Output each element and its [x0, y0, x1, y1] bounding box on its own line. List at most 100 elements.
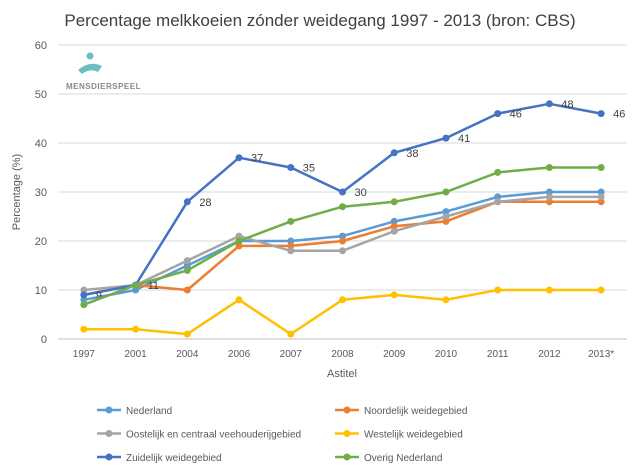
- x-tick-label: 2006: [228, 349, 251, 360]
- data-point: [80, 286, 88, 294]
- data-point: [494, 110, 502, 118]
- data-point: [287, 164, 295, 171]
- data-point: [390, 149, 398, 157]
- data-point: [183, 266, 191, 274]
- data-point: [545, 286, 553, 294]
- legend: Nederland Noordelijk weidegebied Oostelijk…: [97, 406, 467, 464]
- data-point: [235, 296, 243, 304]
- data-point: [339, 247, 346, 255]
- series-oostelijk-en-centraal-veehouderijgebied: [80, 193, 605, 294]
- data-label: 9: [96, 290, 102, 302]
- data-point: [442, 188, 450, 196]
- legend-marker: [343, 430, 351, 437]
- y-tick-label: 40: [35, 138, 47, 150]
- x-tick-label: 2009: [383, 349, 406, 360]
- data-point: [287, 330, 295, 338]
- data-point: [545, 188, 553, 196]
- data-point: [597, 198, 605, 206]
- chart-title: Percentage melkkoeien zónder weidegang 1…: [64, 11, 575, 30]
- data-point: [80, 325, 88, 333]
- x-tick-label: 2012: [538, 349, 561, 360]
- data-label: 48: [561, 99, 573, 111]
- series-westelijk-weidegebied: [80, 286, 605, 338]
- data-label: 46: [613, 109, 625, 121]
- legend-marker: [105, 453, 113, 461]
- legend-label: Oostelijk en centraal veehouderijgebied: [126, 430, 301, 441]
- logo-figure-icon: [86, 52, 94, 60]
- data-point: [494, 286, 502, 294]
- y-tick-label: 20: [35, 236, 47, 248]
- legend-label: Westelijk weidegebied: [364, 430, 463, 441]
- y-tick-label: 10: [35, 285, 47, 297]
- data-label: 35: [303, 163, 315, 175]
- data-point: [442, 134, 450, 142]
- series-zuidelijk-weidegebied: 9 11 28 37 35 30 38 41 46 48 46: [80, 99, 625, 302]
- legend-label: Noordelijk weidegebied: [364, 406, 467, 417]
- legend-item: Zuidelijk weidegebied: [97, 453, 222, 464]
- data-point: [183, 286, 191, 294]
- data-label: 11: [148, 280, 159, 292]
- data-label: 46: [510, 109, 522, 121]
- data-point: [442, 213, 450, 220]
- data-point: [339, 232, 346, 240]
- data-point: [287, 217, 295, 225]
- legend-label: Nederland: [126, 406, 172, 417]
- y-tick-label: 50: [35, 89, 47, 101]
- data-point: [545, 193, 553, 201]
- data-point: [183, 330, 191, 338]
- legend-label: Overig Nederland: [364, 453, 442, 464]
- y-axis-label: Percentage (%): [11, 154, 23, 230]
- x-tick-label: 2004: [176, 349, 199, 360]
- data-point: [132, 286, 140, 294]
- logo-text: MENSDIERSPEEL: [66, 82, 141, 91]
- x-tick-label: 2010: [435, 349, 458, 360]
- data-point: [235, 154, 243, 162]
- data-point: [545, 198, 553, 206]
- data-point: [545, 100, 553, 108]
- legend-marker: [343, 406, 351, 414]
- data-point: [235, 237, 243, 245]
- x-tick-label: 2008: [331, 349, 354, 360]
- data-point: [442, 296, 450, 304]
- data-point: [597, 164, 605, 171]
- data-point: [597, 188, 605, 196]
- legend-item: Oostelijk en centraal veehouderijgebied: [97, 430, 301, 441]
- x-axis-label: Astitel: [327, 368, 357, 380]
- data-point: [183, 262, 191, 269]
- data-point: [545, 164, 553, 171]
- data-point: [597, 193, 605, 201]
- legend-label: Zuidelijk weidegebied: [126, 453, 222, 464]
- y-tick-label: 30: [35, 187, 47, 199]
- x-tick-label: 2013*: [588, 349, 614, 360]
- data-point: [339, 188, 346, 196]
- data-point: [597, 286, 605, 294]
- data-point: [183, 198, 191, 206]
- data-label: 38: [406, 148, 418, 160]
- data-label: 41: [458, 133, 470, 145]
- data-point: [339, 203, 346, 211]
- legend-marker: [105, 430, 113, 437]
- data-point: [287, 242, 295, 250]
- data-point: [494, 198, 502, 206]
- data-point: [132, 281, 140, 289]
- logo: MENSDIERSPEEL: [66, 52, 141, 91]
- y-tick-label: 60: [35, 40, 47, 52]
- data-point: [339, 237, 346, 245]
- data-point: [80, 296, 88, 304]
- logo-figure-body-icon: [78, 63, 102, 74]
- data-point: [390, 222, 398, 230]
- data-point: [235, 232, 243, 240]
- data-point: [235, 242, 243, 250]
- data-point: [80, 301, 88, 309]
- legend-marker: [343, 453, 351, 461]
- data-point: [183, 257, 191, 265]
- data-point: [494, 193, 502, 201]
- data-point: [390, 217, 398, 225]
- data-point: [339, 296, 346, 304]
- data-label: 30: [355, 187, 367, 199]
- data-point: [390, 198, 398, 206]
- series-overig-nederland: [80, 164, 605, 309]
- legend-item: Noordelijk weidegebied: [335, 406, 467, 417]
